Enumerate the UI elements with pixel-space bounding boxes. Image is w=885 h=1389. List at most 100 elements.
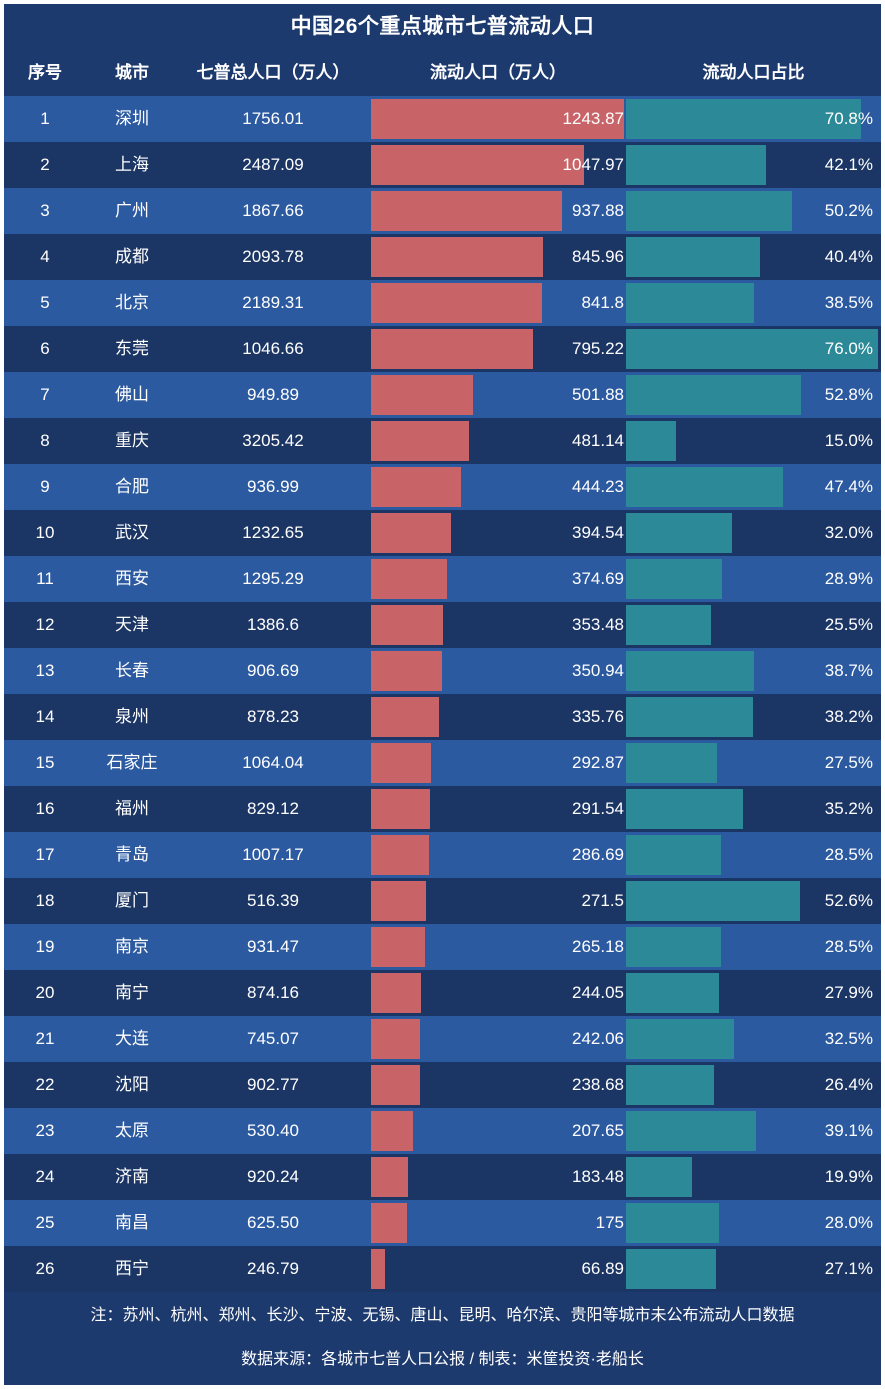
share-value: 40.4%	[824, 247, 873, 266]
floating-bar	[371, 467, 461, 507]
floating-bar	[371, 559, 447, 599]
floating-value: 841.8	[581, 293, 624, 312]
floating-value: 271.5	[581, 891, 624, 910]
total-cell: 874.16	[247, 983, 299, 1002]
share-bar	[626, 1157, 692, 1197]
share-value: 47.4%	[824, 477, 873, 496]
table-row: 1 深圳 1756.01 1243.87 70.8%	[4, 96, 881, 142]
total-cell: 829.12	[247, 799, 299, 818]
rank-cell: 12	[35, 615, 55, 634]
floating-value: 175	[595, 1213, 624, 1232]
city-cell: 南宁	[115, 983, 149, 1002]
total-cell: 931.47	[247, 937, 299, 956]
table-row: 15 石家庄 1064.04 292.87 27.5%	[4, 740, 881, 786]
rank-cell: 8	[40, 431, 50, 450]
floating-value: 238.68	[572, 1075, 624, 1094]
share-value: 28.0%	[824, 1213, 873, 1232]
floating-value: 66.89	[581, 1259, 624, 1278]
share-bar	[626, 1249, 716, 1289]
floating-bar	[371, 651, 442, 691]
floating-value: 244.05	[572, 983, 624, 1002]
share-bar	[626, 191, 792, 231]
share-bar	[626, 467, 783, 507]
share-bar	[626, 697, 753, 737]
table-row: 19 南京 931.47 265.18 28.5%	[4, 924, 881, 970]
city-cell: 佛山	[115, 385, 149, 404]
share-bar	[626, 145, 766, 185]
share-value: 25.5%	[824, 615, 873, 634]
header-floating: 流动人口（万人）	[430, 63, 566, 82]
table-header: 序号 城市 七普总人口（万人） 流动人口（万人） 流动人口占比	[4, 50, 881, 96]
share-bar	[626, 283, 754, 323]
floating-value: 1047.97	[562, 155, 624, 174]
city-cell: 北京	[115, 293, 149, 312]
share-bar	[626, 559, 722, 599]
city-cell: 南京	[115, 937, 149, 956]
table-row: 12 天津 1386.6 353.48 25.5%	[4, 602, 881, 648]
total-cell: 1295.29	[242, 569, 304, 588]
table-row: 20 南宁 874.16 244.05 27.9%	[4, 970, 881, 1016]
total-cell: 878.23	[247, 707, 299, 726]
rank-cell: 10	[35, 523, 55, 542]
rank-cell: 21	[35, 1029, 55, 1048]
rank-cell: 3	[40, 201, 50, 220]
share-bar	[626, 605, 711, 645]
total-cell: 936.99	[247, 477, 299, 496]
share-bar	[626, 513, 732, 553]
total-cell: 1007.17	[242, 845, 304, 864]
city-cell: 西宁	[115, 1259, 149, 1278]
total-cell: 1867.66	[242, 201, 304, 220]
chart-title: 中国26个重点城市七普流动人口	[290, 15, 595, 38]
floating-bar	[371, 1203, 407, 1243]
share-bar	[626, 835, 721, 875]
city-cell: 长春	[115, 661, 149, 680]
total-cell: 2487.09	[242, 155, 304, 174]
city-cell: 西安	[115, 569, 149, 588]
rank-cell: 5	[40, 293, 50, 312]
city-cell: 石家庄	[106, 753, 158, 772]
floating-value: 394.54	[572, 523, 624, 542]
share-value: 52.6%	[824, 891, 873, 910]
rank-cell: 16	[35, 799, 55, 818]
rank-cell: 13	[35, 661, 55, 680]
table-row: 3 广州 1867.66 937.88 50.2%	[4, 188, 881, 234]
floating-value: 444.23	[572, 477, 624, 496]
share-value: 42.1%	[824, 155, 873, 174]
floating-value: 350.94	[572, 661, 624, 680]
share-value: 15.0%	[824, 431, 873, 450]
floating-bar	[371, 375, 473, 415]
total-cell: 902.77	[247, 1075, 299, 1094]
floating-value: 374.69	[572, 569, 624, 588]
table-row: 14 泉州 878.23 335.76 38.2%	[4, 694, 881, 740]
floating-bar	[371, 927, 425, 967]
header-city: 城市	[115, 63, 149, 82]
share-bar	[626, 237, 760, 277]
floating-bar	[371, 835, 429, 875]
city-cell: 青岛	[115, 845, 149, 864]
rank-cell: 4	[40, 247, 50, 266]
city-cell: 太原	[115, 1121, 149, 1140]
floating-bar	[371, 145, 584, 185]
share-bar	[626, 1065, 714, 1105]
total-cell: 745.07	[247, 1029, 299, 1048]
floating-bar	[371, 697, 439, 737]
share-value: 50.2%	[824, 201, 873, 220]
city-cell: 重庆	[115, 431, 149, 450]
share-value: 70.8%	[824, 109, 873, 128]
rank-cell: 9	[40, 477, 50, 496]
rank-cell: 6	[40, 339, 50, 358]
floating-value: 242.06	[572, 1029, 624, 1048]
rank-cell: 11	[36, 569, 54, 588]
rank-cell: 26	[35, 1259, 55, 1278]
floating-value: 183.48	[572, 1167, 624, 1186]
table-row: 4 成都 2093.78 845.96 40.4%	[4, 234, 881, 280]
table-row: 25 南昌 625.50 175 28.0%	[4, 1200, 881, 1246]
city-cell: 武汉	[115, 523, 149, 542]
floating-value: 1243.87	[562, 109, 624, 128]
rank-cell: 20	[35, 983, 55, 1002]
city-cell: 成都	[115, 247, 149, 266]
share-bar	[626, 329, 878, 369]
table-row: 8 重庆 3205.42 481.14 15.0%	[4, 418, 881, 464]
floating-bar	[371, 973, 421, 1013]
floating-bar	[371, 99, 624, 139]
